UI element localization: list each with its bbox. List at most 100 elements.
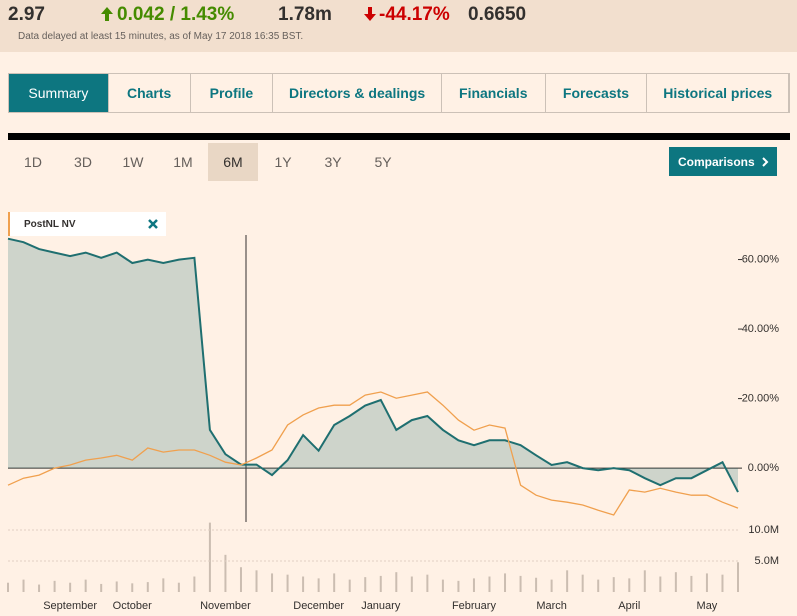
volume-bar xyxy=(7,582,9,592)
volume-tick-label: 5.0M xyxy=(755,555,779,567)
volume-bar xyxy=(426,574,429,592)
ytd-change: -44.17% xyxy=(379,4,450,25)
volume-bar xyxy=(643,570,646,592)
x-tick-label: November xyxy=(200,600,251,612)
volume-bar xyxy=(472,578,475,592)
volume-bar xyxy=(38,584,41,592)
volume-bar xyxy=(535,577,538,592)
volume-bar xyxy=(674,572,677,592)
chevron xyxy=(762,157,769,167)
volume-bar xyxy=(131,583,134,592)
volume-bar xyxy=(115,581,118,592)
volume-bar xyxy=(457,580,460,592)
area xyxy=(8,238,738,493)
volume-bar xyxy=(302,576,305,592)
comparisons-button[interactable]: Comparisons xyxy=(669,147,777,176)
beta: 0.6650 xyxy=(468,4,527,25)
volume-bar xyxy=(193,576,196,592)
volume-bar xyxy=(348,579,351,592)
volume-bar xyxy=(100,583,103,592)
volume-bar xyxy=(53,580,56,592)
x-tick-label: March xyxy=(536,600,567,612)
volume-bar xyxy=(612,577,615,592)
legend-close[interactable] xyxy=(147,218,159,230)
volume-bar xyxy=(519,575,522,592)
tab[interactable]: Historical prices xyxy=(647,74,789,112)
volume-bar xyxy=(690,575,693,592)
delay-note: Data delayed at least 15 minutes, as of … xyxy=(18,31,304,42)
period-button[interactable]: 5Y xyxy=(374,154,392,170)
legend-label: PostNL NV xyxy=(24,218,76,230)
volume-bar xyxy=(239,567,242,592)
volume-bar xyxy=(488,576,491,592)
volume-bar xyxy=(737,562,739,592)
tab[interactable]: Profile xyxy=(191,74,274,112)
volume-bar xyxy=(208,522,211,592)
volume-bar xyxy=(177,582,180,592)
period-button[interactable]: 1M xyxy=(173,154,193,170)
volume-bar xyxy=(271,573,274,592)
volume-tick-label: 10.0M xyxy=(748,524,779,536)
volume-bar xyxy=(22,579,25,592)
tab[interactable]: Charts xyxy=(109,74,191,112)
x-tick-label: December xyxy=(293,600,344,612)
divider xyxy=(8,133,790,140)
period-button[interactable]: 3Y xyxy=(324,154,342,170)
change: 0.042 / 1.43% xyxy=(117,4,235,25)
tab[interactable]: Financials xyxy=(442,74,546,112)
period-button[interactable]: 1W xyxy=(122,154,144,170)
volume-bar xyxy=(504,573,507,592)
tab[interactable]: Summary xyxy=(9,74,109,112)
volume-bar xyxy=(597,579,600,592)
volume-bar xyxy=(69,582,72,592)
x-tick-label: January xyxy=(361,600,401,612)
x-tick-label: September xyxy=(43,600,97,612)
comparisons-label: Comparisons xyxy=(678,154,755,169)
y-tick-label: 40.00% xyxy=(742,323,780,335)
volume-bar xyxy=(628,578,631,592)
tab[interactable]: Directors & dealings xyxy=(273,74,442,112)
tab[interactable]: Forecasts xyxy=(546,74,648,112)
up-arrow xyxy=(101,7,113,21)
volume-bar xyxy=(333,573,336,592)
volume-bar xyxy=(705,573,708,592)
legend: PostNL NV xyxy=(8,212,166,236)
down-arrow xyxy=(364,7,376,21)
line xyxy=(7,237,739,493)
tabs: Summary Charts Profile Directors & dealings… xyxy=(8,73,790,113)
volume-bar xyxy=(162,578,165,592)
volume-bar xyxy=(317,578,320,592)
volume-bar xyxy=(395,572,398,592)
y-tick-label: 60.00% xyxy=(742,253,780,265)
x-tick-label: February xyxy=(452,600,497,612)
quote-bar xyxy=(0,0,797,52)
volume-bar xyxy=(581,574,584,592)
volume-bar xyxy=(566,570,569,592)
period-button[interactable]: 1Y xyxy=(274,154,292,170)
volume: 1.78m xyxy=(278,4,332,25)
price: 2.97 xyxy=(8,4,45,25)
volume-bar xyxy=(286,574,289,592)
volume-bar xyxy=(146,582,149,592)
y-tick-label: 20.00% xyxy=(742,393,780,405)
volume-bar xyxy=(84,579,87,592)
period-button[interactable]: 1D xyxy=(24,154,42,170)
period-button[interactable]: 6M xyxy=(208,143,258,181)
volume-bar xyxy=(410,576,413,592)
period-selector: 1D 3D 1W 1M 6M 1Y 3Y 5Y xyxy=(8,143,408,181)
line xyxy=(7,391,739,516)
x-tick-label: April xyxy=(618,600,640,612)
volume-bar xyxy=(255,570,258,592)
x-tick-label: October xyxy=(113,600,152,612)
volume-bar xyxy=(379,575,382,592)
volume-bar xyxy=(550,579,553,592)
volume-bar xyxy=(224,554,227,592)
period-button[interactable]: 3D xyxy=(74,154,92,170)
volume-bar xyxy=(721,574,724,592)
x-tick-label: May xyxy=(697,600,718,612)
volume-bar xyxy=(364,577,367,592)
y-tick-label: 0.00% xyxy=(748,462,779,474)
volume-bar xyxy=(659,576,662,592)
